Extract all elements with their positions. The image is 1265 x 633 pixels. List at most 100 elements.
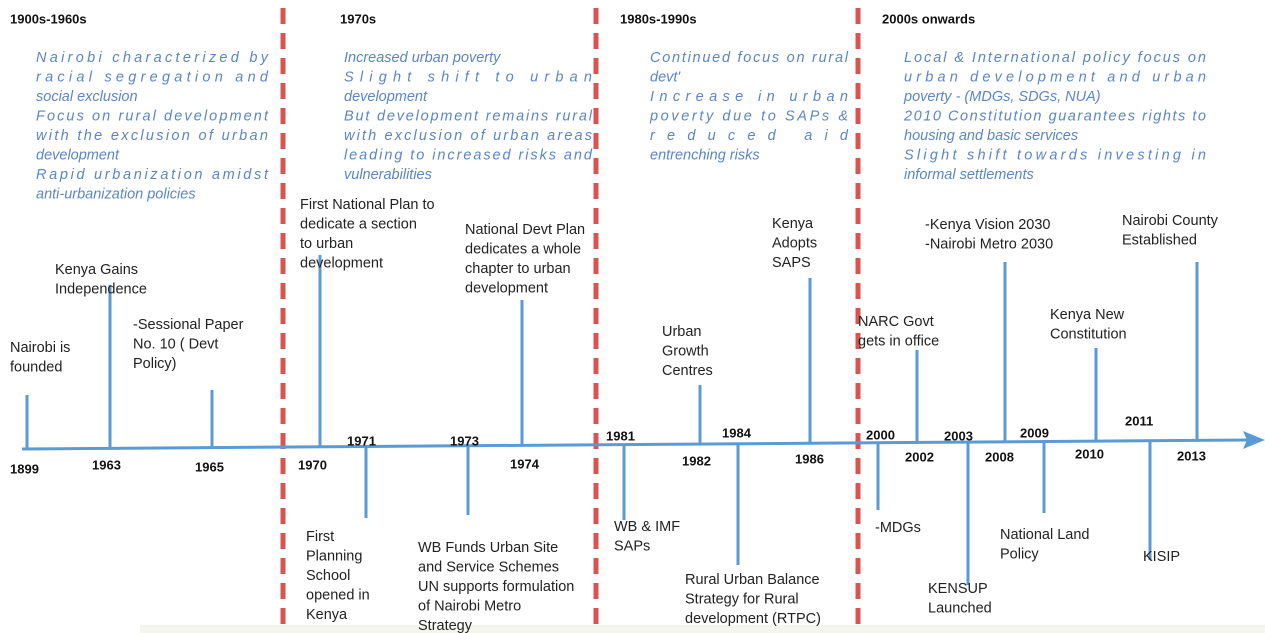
event-year: 2009 (1020, 425, 1049, 440)
event-label: First (306, 529, 334, 545)
event-label: Nairobi is (10, 340, 70, 356)
bullet-line: entrenching risks (650, 147, 760, 163)
event-label: Independence (55, 281, 147, 297)
event-label: Kenya Gains (55, 262, 138, 278)
bullet-line: poverty - (MDGs, SDGs, NUA) (903, 89, 1101, 105)
event-label: development (RTPC) (685, 611, 821, 627)
event-label: opened in (306, 587, 370, 603)
event-label: No. 10 ( Devt (133, 336, 218, 352)
axis-arrow (1243, 431, 1265, 449)
event-year: 1981 (606, 428, 635, 443)
event-label: First National Plan to (300, 197, 435, 213)
event-label: -Kenya Vision 2030 (925, 217, 1051, 233)
event-year: 2013 (1177, 448, 1206, 463)
event-label: Growth (662, 343, 709, 359)
time-axis (21, 438, 1251, 451)
event-year: 1965 (195, 459, 224, 474)
event-label: of Nairobi Metro (418, 598, 521, 614)
event-label: National Devt Plan (465, 222, 585, 238)
event-label: Constitution (1050, 326, 1127, 342)
event-label: -Sessional Paper (133, 317, 244, 333)
event-label: Nairobi County (1122, 213, 1219, 229)
event-year: 2011 (1125, 413, 1153, 428)
event-label: Strategy (418, 618, 473, 633)
event-year: 2008 (985, 449, 1014, 464)
event-label: WB & IMF (614, 519, 680, 535)
period-title: 1900s-1960s (10, 11, 87, 26)
event-label: Established (1122, 232, 1197, 248)
event-year: 1982 (682, 453, 711, 468)
event-label: KISIP (1143, 549, 1180, 565)
event-year: 1963 (92, 457, 121, 472)
event-label: development (465, 280, 548, 296)
event-label: chapter to urban (465, 261, 571, 277)
event-year: 1970 (298, 457, 327, 472)
bullet-line: devt' (650, 69, 681, 85)
event-label: SAPs (614, 538, 650, 554)
bullet-line: with exclusion of urban areas (344, 128, 592, 144)
bullet-line: informal settlements (904, 167, 1034, 183)
event-label: dedicates a whole (465, 241, 581, 257)
event-label: Policy) (133, 356, 177, 372)
event-year: 1984 (722, 425, 752, 440)
bullet-line: leading to increased risks and (344, 147, 593, 163)
event-label: dedicate a section (300, 216, 417, 232)
bullet-line: development (36, 147, 120, 163)
event-label: Planning (306, 548, 362, 564)
event-label: Rural Urban Balance (685, 572, 820, 588)
event-label: WB Funds Urban Site (418, 540, 558, 556)
event-label: School (306, 568, 350, 584)
bullet-line: social exclusion (36, 89, 138, 105)
event-year: 2002 (905, 449, 934, 464)
bullet-line: Increased urban poverty (344, 50, 501, 66)
event-label: SAPS (772, 255, 811, 271)
period-title: 1980s-1990s (620, 11, 697, 26)
event-label: Kenya New (1050, 307, 1125, 323)
event-label: Kenya (306, 607, 348, 623)
bullet-line: with the exclusion of urban (36, 128, 268, 144)
event-label: KENSUP (928, 581, 988, 597)
bullet-line: Focus on rural development (36, 108, 269, 124)
event-year: 1986 (795, 451, 824, 466)
bullet-line: housing and basic services (904, 128, 1078, 144)
bullet-line: Rapid urbanization amidst (36, 167, 269, 183)
bullet-line: vulnerabilities (344, 167, 432, 183)
event-label: National Land (1000, 527, 1090, 543)
event-year: 2000 (866, 427, 895, 442)
event-label: Centres (662, 363, 713, 379)
bullet-line: development (344, 89, 428, 105)
bullet-line: But development remains rural (344, 108, 593, 124)
event-label: Urban (662, 324, 702, 340)
event-year: 2003 (944, 428, 973, 443)
bullet-line: anti-urbanization policies (36, 186, 196, 202)
bullet-line: poverty due to SAPs & (649, 108, 848, 124)
era-dividers (280, 8, 861, 633)
bullet-line: Slight shift to urban (344, 69, 592, 85)
bullet-line: 2010 Constitution guarantees rights to (903, 108, 1206, 124)
event-label: development (300, 255, 383, 271)
event-label: to urban (300, 236, 353, 252)
period-title: 2000s onwards (882, 11, 975, 26)
event-label: Kenya (772, 216, 814, 232)
event-year: 1971 (347, 433, 376, 448)
event-label: Policy (1000, 546, 1039, 562)
event-label: Adopts (772, 235, 817, 251)
event-label: Strategy for Rural (685, 591, 799, 607)
event-label: Launched (928, 600, 992, 616)
event-year: 2010 (1075, 446, 1104, 461)
bullet-line: Increase in urban (650, 89, 848, 105)
event-label: and Service Schemes (418, 559, 559, 575)
bullet-line: Slight shift towards investing in (904, 147, 1206, 163)
bullet-line: Continued focus on rural (650, 50, 849, 66)
footer-band (140, 625, 1265, 633)
event-year: 1974 (510, 456, 540, 471)
period-title: 1970s (340, 11, 376, 26)
event-year: 1899 (10, 461, 39, 476)
event-label: founded (10, 359, 62, 375)
bullet-line: Local & International policy focus on (904, 50, 1206, 66)
event-label: UN supports formulation (418, 579, 574, 595)
event-label: -MDGs (875, 520, 921, 536)
event-label: gets in office (858, 333, 939, 349)
